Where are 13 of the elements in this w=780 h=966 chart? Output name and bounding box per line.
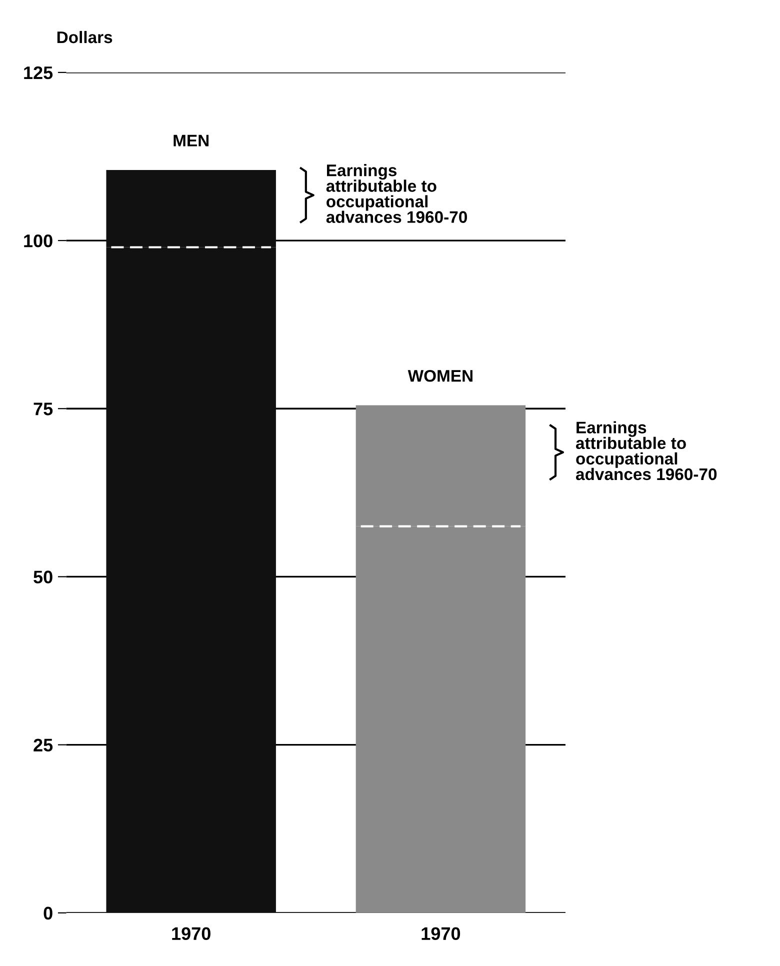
y-tick-label: 25 (34, 738, 53, 752)
y-tick-label: 50 (34, 570, 52, 584)
annotation: MEN (174, 134, 208, 146)
annotation: WOMEN (408, 370, 472, 382)
text: Earnings attributable to occupational advances 1960-70 (576, 421, 717, 480)
y-tick-label: 0 (44, 906, 52, 920)
y-axis-title: Dollars (57, 30, 112, 44)
y-tick-label: 100 (24, 234, 52, 248)
annotation: Earnings attributable to occupational advances 1960-70 (326, 164, 467, 223)
x-tick-label: 1970 (422, 927, 460, 940)
y-tick-label: 75 (34, 402, 53, 416)
x-tick-label: 1970 (172, 927, 210, 940)
y-tick-label: 125 (24, 66, 53, 80)
